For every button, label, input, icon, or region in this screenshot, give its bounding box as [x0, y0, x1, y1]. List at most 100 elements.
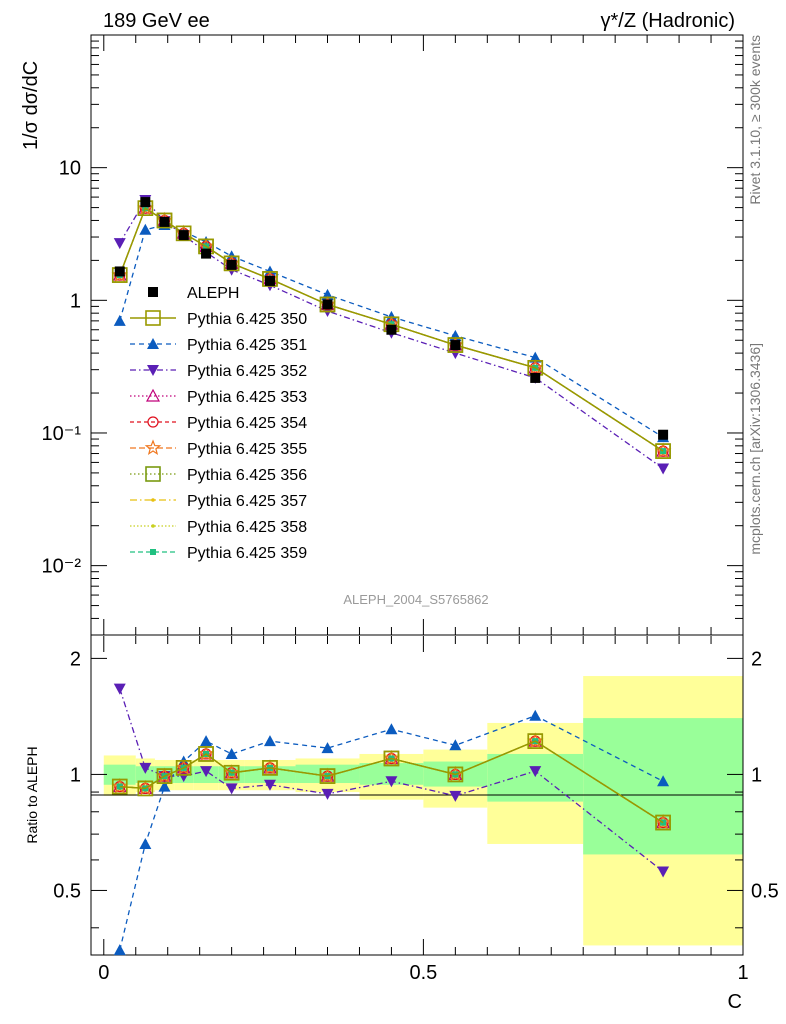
y-tick-label-right: 0.5 — [751, 880, 779, 902]
series-point — [529, 351, 542, 363]
series-point — [383, 749, 400, 766]
series-point — [137, 780, 154, 797]
series-point — [657, 463, 670, 475]
header-right: γ*/Z (Hadronic) — [601, 10, 735, 32]
series-point — [529, 766, 542, 778]
aleph-point — [450, 340, 461, 351]
series-point — [175, 225, 192, 242]
series-point — [527, 733, 544, 749]
series-point — [198, 746, 214, 762]
x-axis-label: C — [728, 991, 742, 1013]
legend-marker — [147, 365, 159, 376]
mcplots-label: mcplots.cern.ch [arXiv:1306.3436] — [747, 343, 763, 555]
x-ticks: 0 0.5 1 — [98, 35, 749, 984]
series-point — [383, 750, 400, 767]
series-point — [137, 779, 154, 796]
band-inner — [359, 763, 424, 785]
series-point — [113, 314, 126, 326]
rivet-label: Rivet 3.1.10, ≥ 300k events — [747, 35, 763, 205]
y-tick-label: 10 — [59, 158, 81, 180]
legend-marker-aleph — [148, 287, 158, 297]
series-point — [223, 764, 240, 781]
series-point — [158, 770, 171, 782]
series-point — [449, 348, 462, 360]
ratio-y-axis-label: Ratio to ALEPH — [24, 746, 40, 843]
ratio-y-ticks: 0.5 0.5 1 1 2 2 — [53, 648, 779, 929]
series-point — [223, 764, 240, 780]
series-point — [449, 739, 462, 751]
series-point — [158, 780, 171, 792]
series-point — [263, 779, 276, 791]
legend-marker — [147, 338, 159, 349]
series-point — [200, 748, 212, 760]
series-point — [447, 766, 464, 783]
series-point — [657, 816, 669, 829]
x-tick-label: 1 — [737, 962, 748, 984]
series-point — [660, 448, 667, 455]
series-line — [119, 688, 664, 873]
series-point — [526, 359, 544, 375]
series-point — [156, 768, 173, 784]
legend-marker — [145, 466, 161, 482]
aleph-point — [178, 230, 189, 241]
y-tick-label: 10⁻¹ — [42, 423, 82, 445]
series-point — [223, 255, 240, 272]
series-point — [529, 709, 542, 721]
series-point — [113, 683, 126, 695]
series-point — [529, 362, 541, 374]
legend-label: Pythia 6.425 357 — [187, 493, 307, 510]
series-point — [385, 776, 398, 788]
aleph-point — [658, 429, 669, 440]
series-point — [111, 777, 128, 794]
aleph-point — [140, 197, 151, 208]
ratio-series-0 — [111, 733, 671, 831]
series-point — [177, 771, 190, 783]
series-point — [262, 760, 278, 776]
ratio-series-layer — [111, 683, 672, 956]
main-y-ticks: 10⁻² 10⁻¹ 1 10 — [42, 40, 743, 636]
series-point — [178, 762, 190, 774]
series-point — [319, 296, 336, 313]
series-point — [319, 768, 336, 784]
header-left: 189 GeV ee — [103, 10, 210, 32]
legend-label: Pythia 6.425 359 — [187, 545, 307, 562]
y-tick-label: 1 — [70, 290, 81, 312]
series-point — [139, 837, 152, 849]
series-point — [449, 768, 461, 781]
series-point — [225, 747, 238, 759]
series-line — [119, 714, 664, 951]
y-tick-label-right: 1 — [751, 764, 762, 786]
legend-marker — [151, 498, 155, 502]
y-tick-label: 10⁻² — [42, 556, 82, 578]
series-point — [447, 337, 464, 353]
series-point — [225, 783, 238, 795]
legend-label: Pythia 6.425 352 — [187, 363, 307, 380]
aleph-data-layer — [114, 197, 669, 440]
series-point — [657, 866, 670, 878]
series-point — [200, 735, 213, 747]
analysis-watermark: ALEPH_2004_S5765862 — [343, 592, 488, 607]
series-point — [263, 735, 276, 747]
series-point — [529, 735, 541, 747]
series-point — [449, 790, 462, 802]
series-point — [654, 813, 672, 830]
legend-label-aleph: ALEPH — [187, 285, 239, 302]
series-point — [261, 759, 279, 775]
legend-label: Pythia 6.425 358 — [187, 519, 307, 536]
y-tick-label: 0.5 — [53, 880, 81, 902]
series-line — [119, 740, 664, 824]
aleph-point — [264, 275, 275, 286]
y-tick-label-right: 2 — [751, 648, 762, 670]
aleph-point — [322, 299, 333, 310]
aleph-point — [114, 266, 125, 277]
series-point — [321, 788, 334, 800]
series-point — [156, 212, 173, 229]
series-point — [113, 238, 126, 250]
series-point — [385, 723, 398, 735]
series-point — [139, 223, 152, 235]
legend-marker — [147, 416, 159, 428]
series-point — [111, 778, 128, 795]
main-series-layer — [111, 195, 672, 475]
aleph-point — [386, 324, 397, 335]
